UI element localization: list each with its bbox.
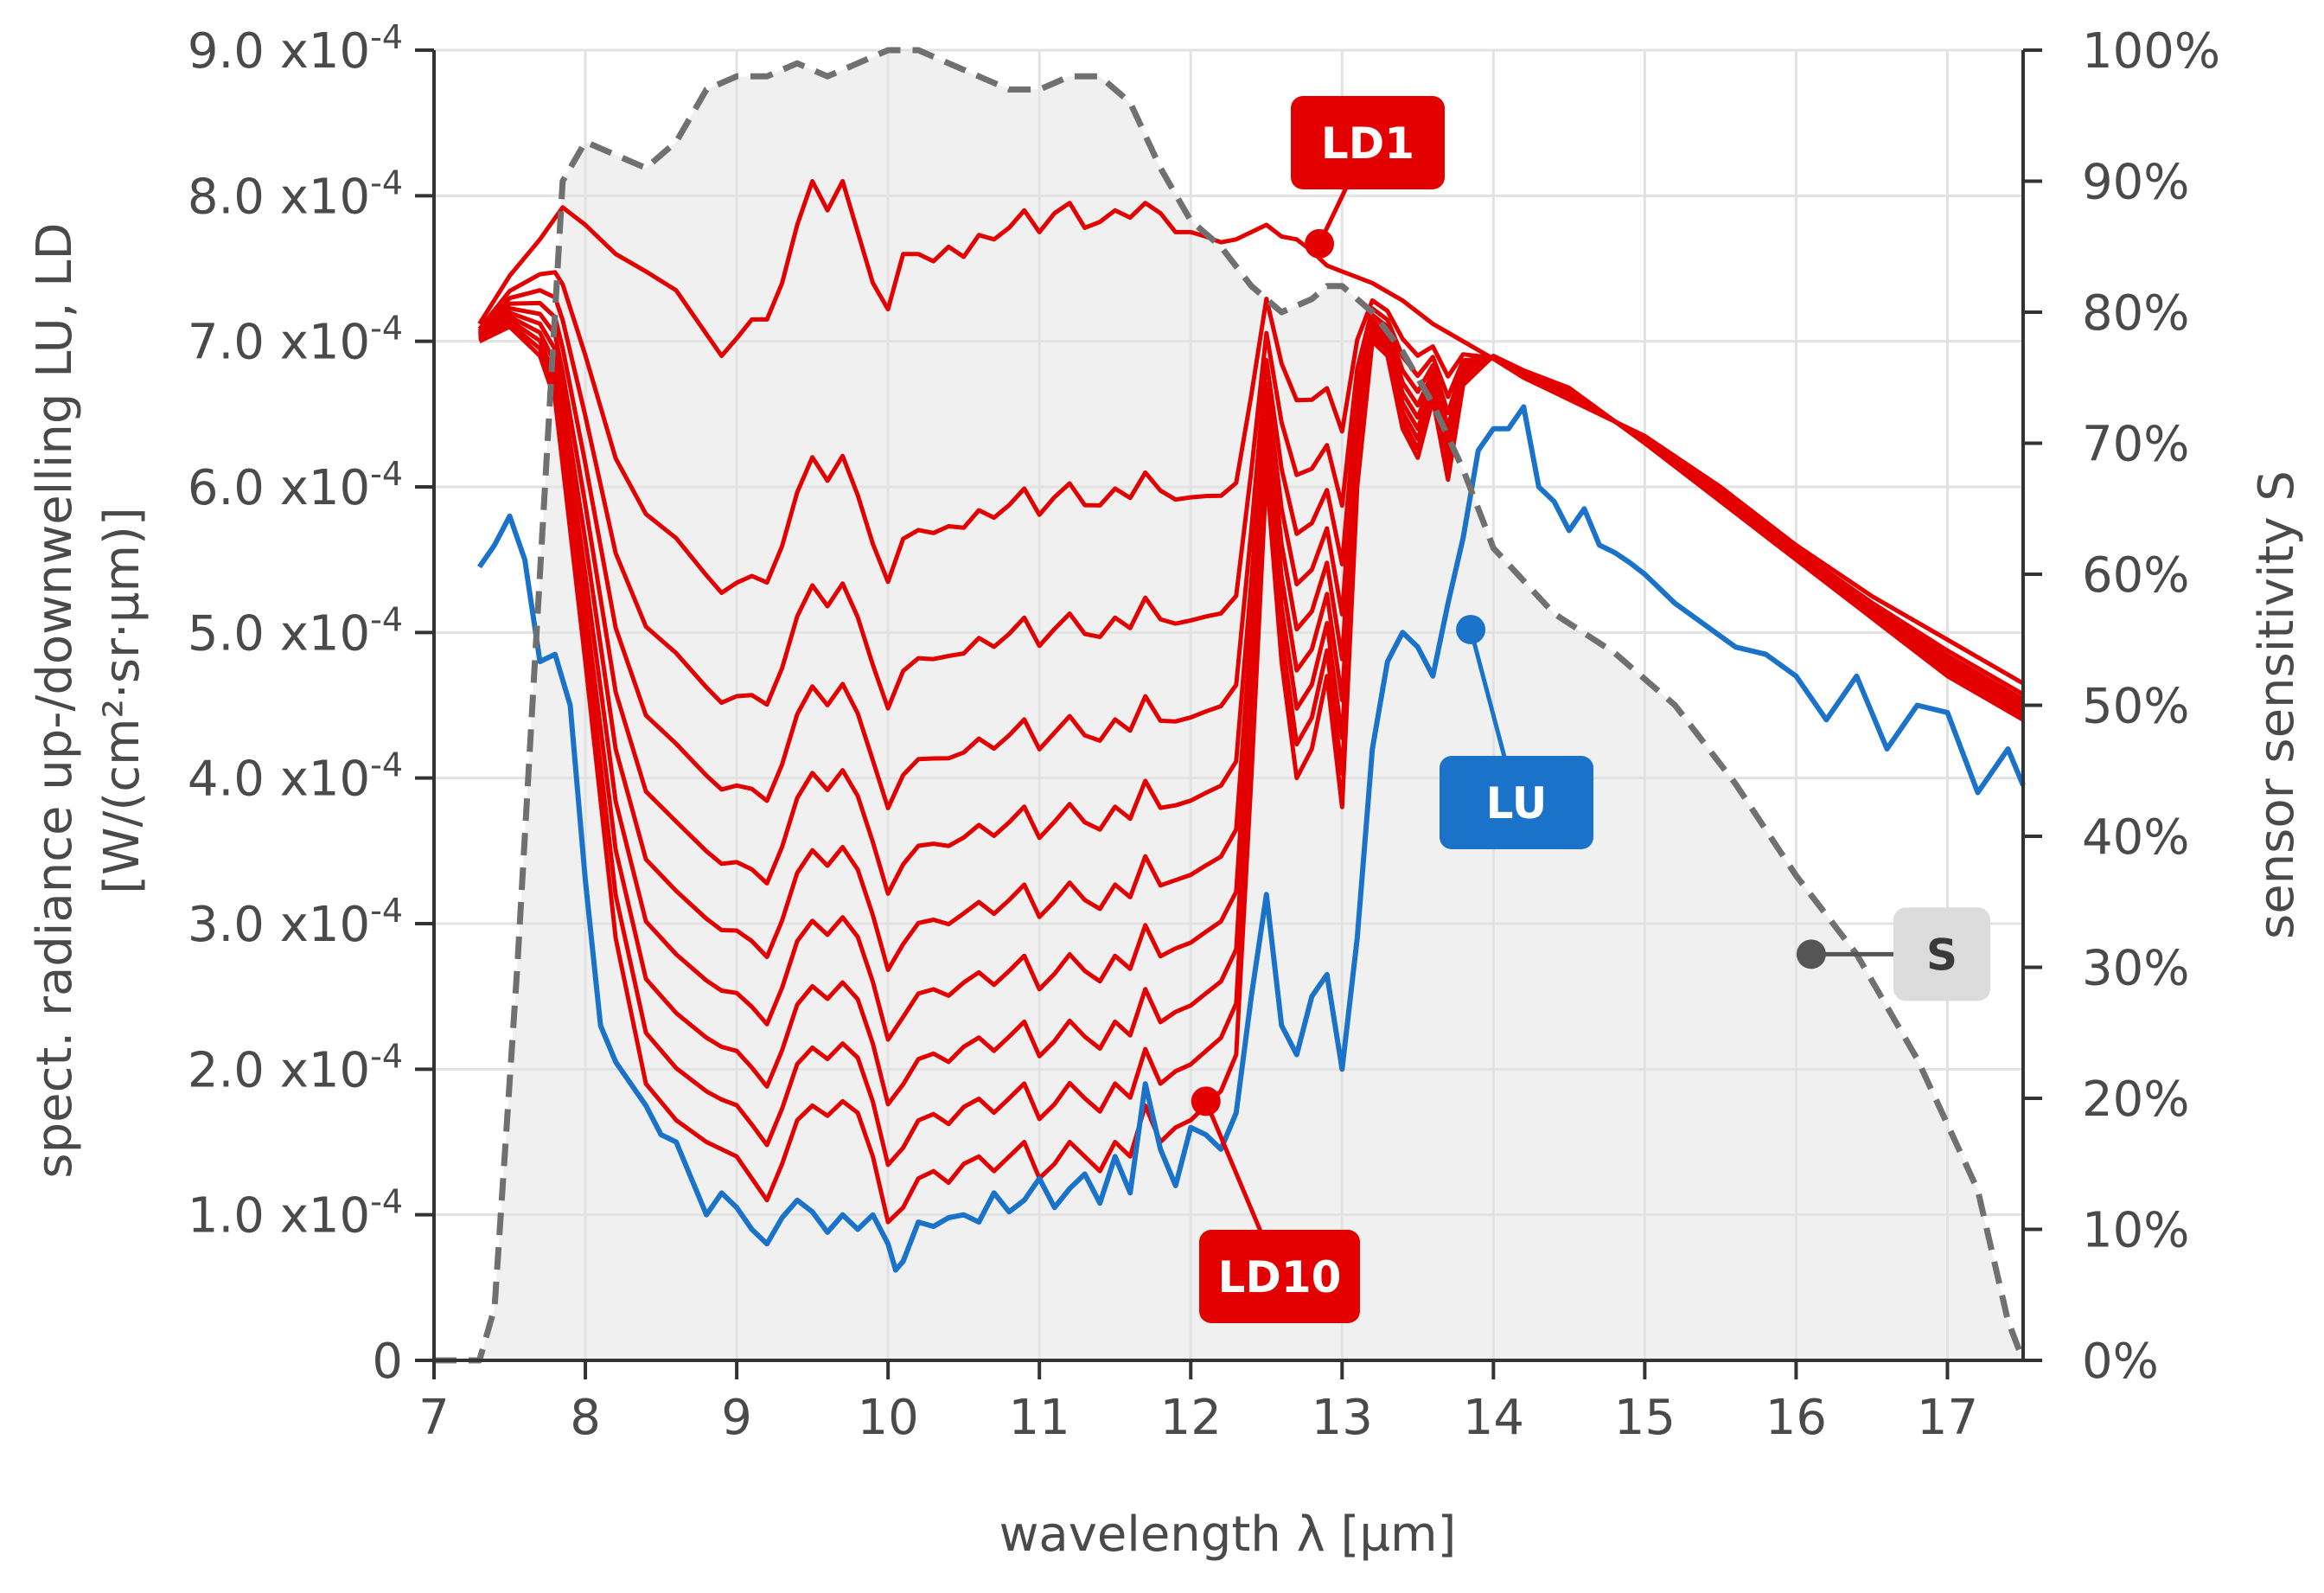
y2-tick-label: 100%	[2082, 23, 2220, 80]
y-tick-label: 0	[372, 1334, 403, 1390]
y2-tick-label: 80%	[2082, 285, 2189, 342]
tick-labels: 7 8 9 10 11 12 13 14 15 16 17 0 1.0 x10-4 2.0 x10-4 3.…	[188, 18, 2220, 1446]
sensitivity-fill	[434, 50, 2023, 1360]
lu-series-group	[477, 404, 2026, 1273]
ld-curve	[477, 288, 2025, 711]
y-tick-label: 9.0 x10-4	[188, 18, 403, 80]
ld1-line	[477, 179, 2025, 686]
callout-box-lu	[1440, 756, 1593, 849]
y-tick-label: 3.0 x10-4	[188, 892, 403, 953]
y2-tick-label: 70%	[2082, 417, 2189, 473]
callout-dot-s	[1796, 939, 1826, 969]
y2-axis-title: sensor sensitivity S	[2249, 470, 2305, 939]
ld-curve	[477, 270, 2025, 696]
y-axis-title-line2: [W/(cm²·sr·µm)]	[94, 507, 150, 893]
x-tick-label: 17	[1917, 1390, 1978, 1446]
y-tick-label: 1.0 x10-4	[188, 1183, 403, 1244]
x-tick-label: 12	[1160, 1390, 1222, 1446]
y-axis-title-line1: spect. radiance up-/downwelling LU, LD	[27, 222, 83, 1178]
x-tick-label: 10	[858, 1390, 919, 1446]
y2-tick-label: 30%	[2082, 941, 2189, 997]
y2-tick-label: 0%	[2082, 1334, 2159, 1390]
ld10-line	[478, 324, 2025, 1225]
callout-label-ld10: LD10	[1218, 1252, 1342, 1302]
y2-tick-label: 90%	[2082, 155, 2189, 211]
callout-box-ld1	[1291, 96, 1445, 189]
callout-dot-ld1	[1305, 228, 1335, 259]
y2-tick-label: 20%	[2082, 1072, 2189, 1128]
y2-tick-label: 10%	[2082, 1203, 2189, 1259]
x-tick-label: 14	[1463, 1390, 1524, 1446]
x-tick-label: 9	[721, 1390, 752, 1446]
y2-tick-label: 50%	[2082, 679, 2189, 735]
ld-series-group	[477, 179, 2025, 1225]
ld-curve	[477, 306, 2025, 896]
axes	[415, 48, 2042, 1379]
callout-label-ld1: LD1	[1321, 118, 1414, 169]
callouts: LD1 LU LD10 S	[1191, 96, 1990, 1323]
callout-dot-lu	[1456, 614, 1486, 644]
callout-dot-ld10	[1191, 1086, 1221, 1116]
callout-label-lu: LU	[1486, 778, 1548, 828]
y-tick-label: 7.0 x10-4	[188, 310, 403, 371]
y2-tick-label: 60%	[2082, 547, 2189, 604]
y-tick-label: 6.0 x10-4	[188, 455, 403, 516]
lu-line	[477, 404, 2026, 1273]
ld-curve	[477, 300, 2025, 810]
y-tick-label: 8.0 x10-4	[188, 163, 403, 225]
x-tick-label: 13	[1312, 1390, 1373, 1446]
y2-tick-label: 40%	[2082, 809, 2189, 866]
y-tick-label: 2.0 x10-4	[188, 1037, 403, 1098]
callout-box-ld10	[1199, 1230, 1360, 1323]
callout-box-s	[1893, 907, 1990, 1001]
y-tick-label: 4.0 x10-4	[188, 746, 403, 808]
x-tick-label: 11	[1009, 1390, 1070, 1446]
x-tick-label: 7	[418, 1390, 450, 1446]
x-tick-label: 8	[570, 1390, 601, 1446]
x-axis-title: wavelength λ [µm]	[999, 1507, 1457, 1563]
sensitivity-area	[434, 50, 2023, 1360]
y-tick-label: 5.0 x10-4	[188, 600, 403, 662]
callout-label-s: S	[1926, 930, 1957, 980]
x-tick-label: 15	[1614, 1390, 1676, 1446]
x-tick-label: 16	[1765, 1390, 1827, 1446]
